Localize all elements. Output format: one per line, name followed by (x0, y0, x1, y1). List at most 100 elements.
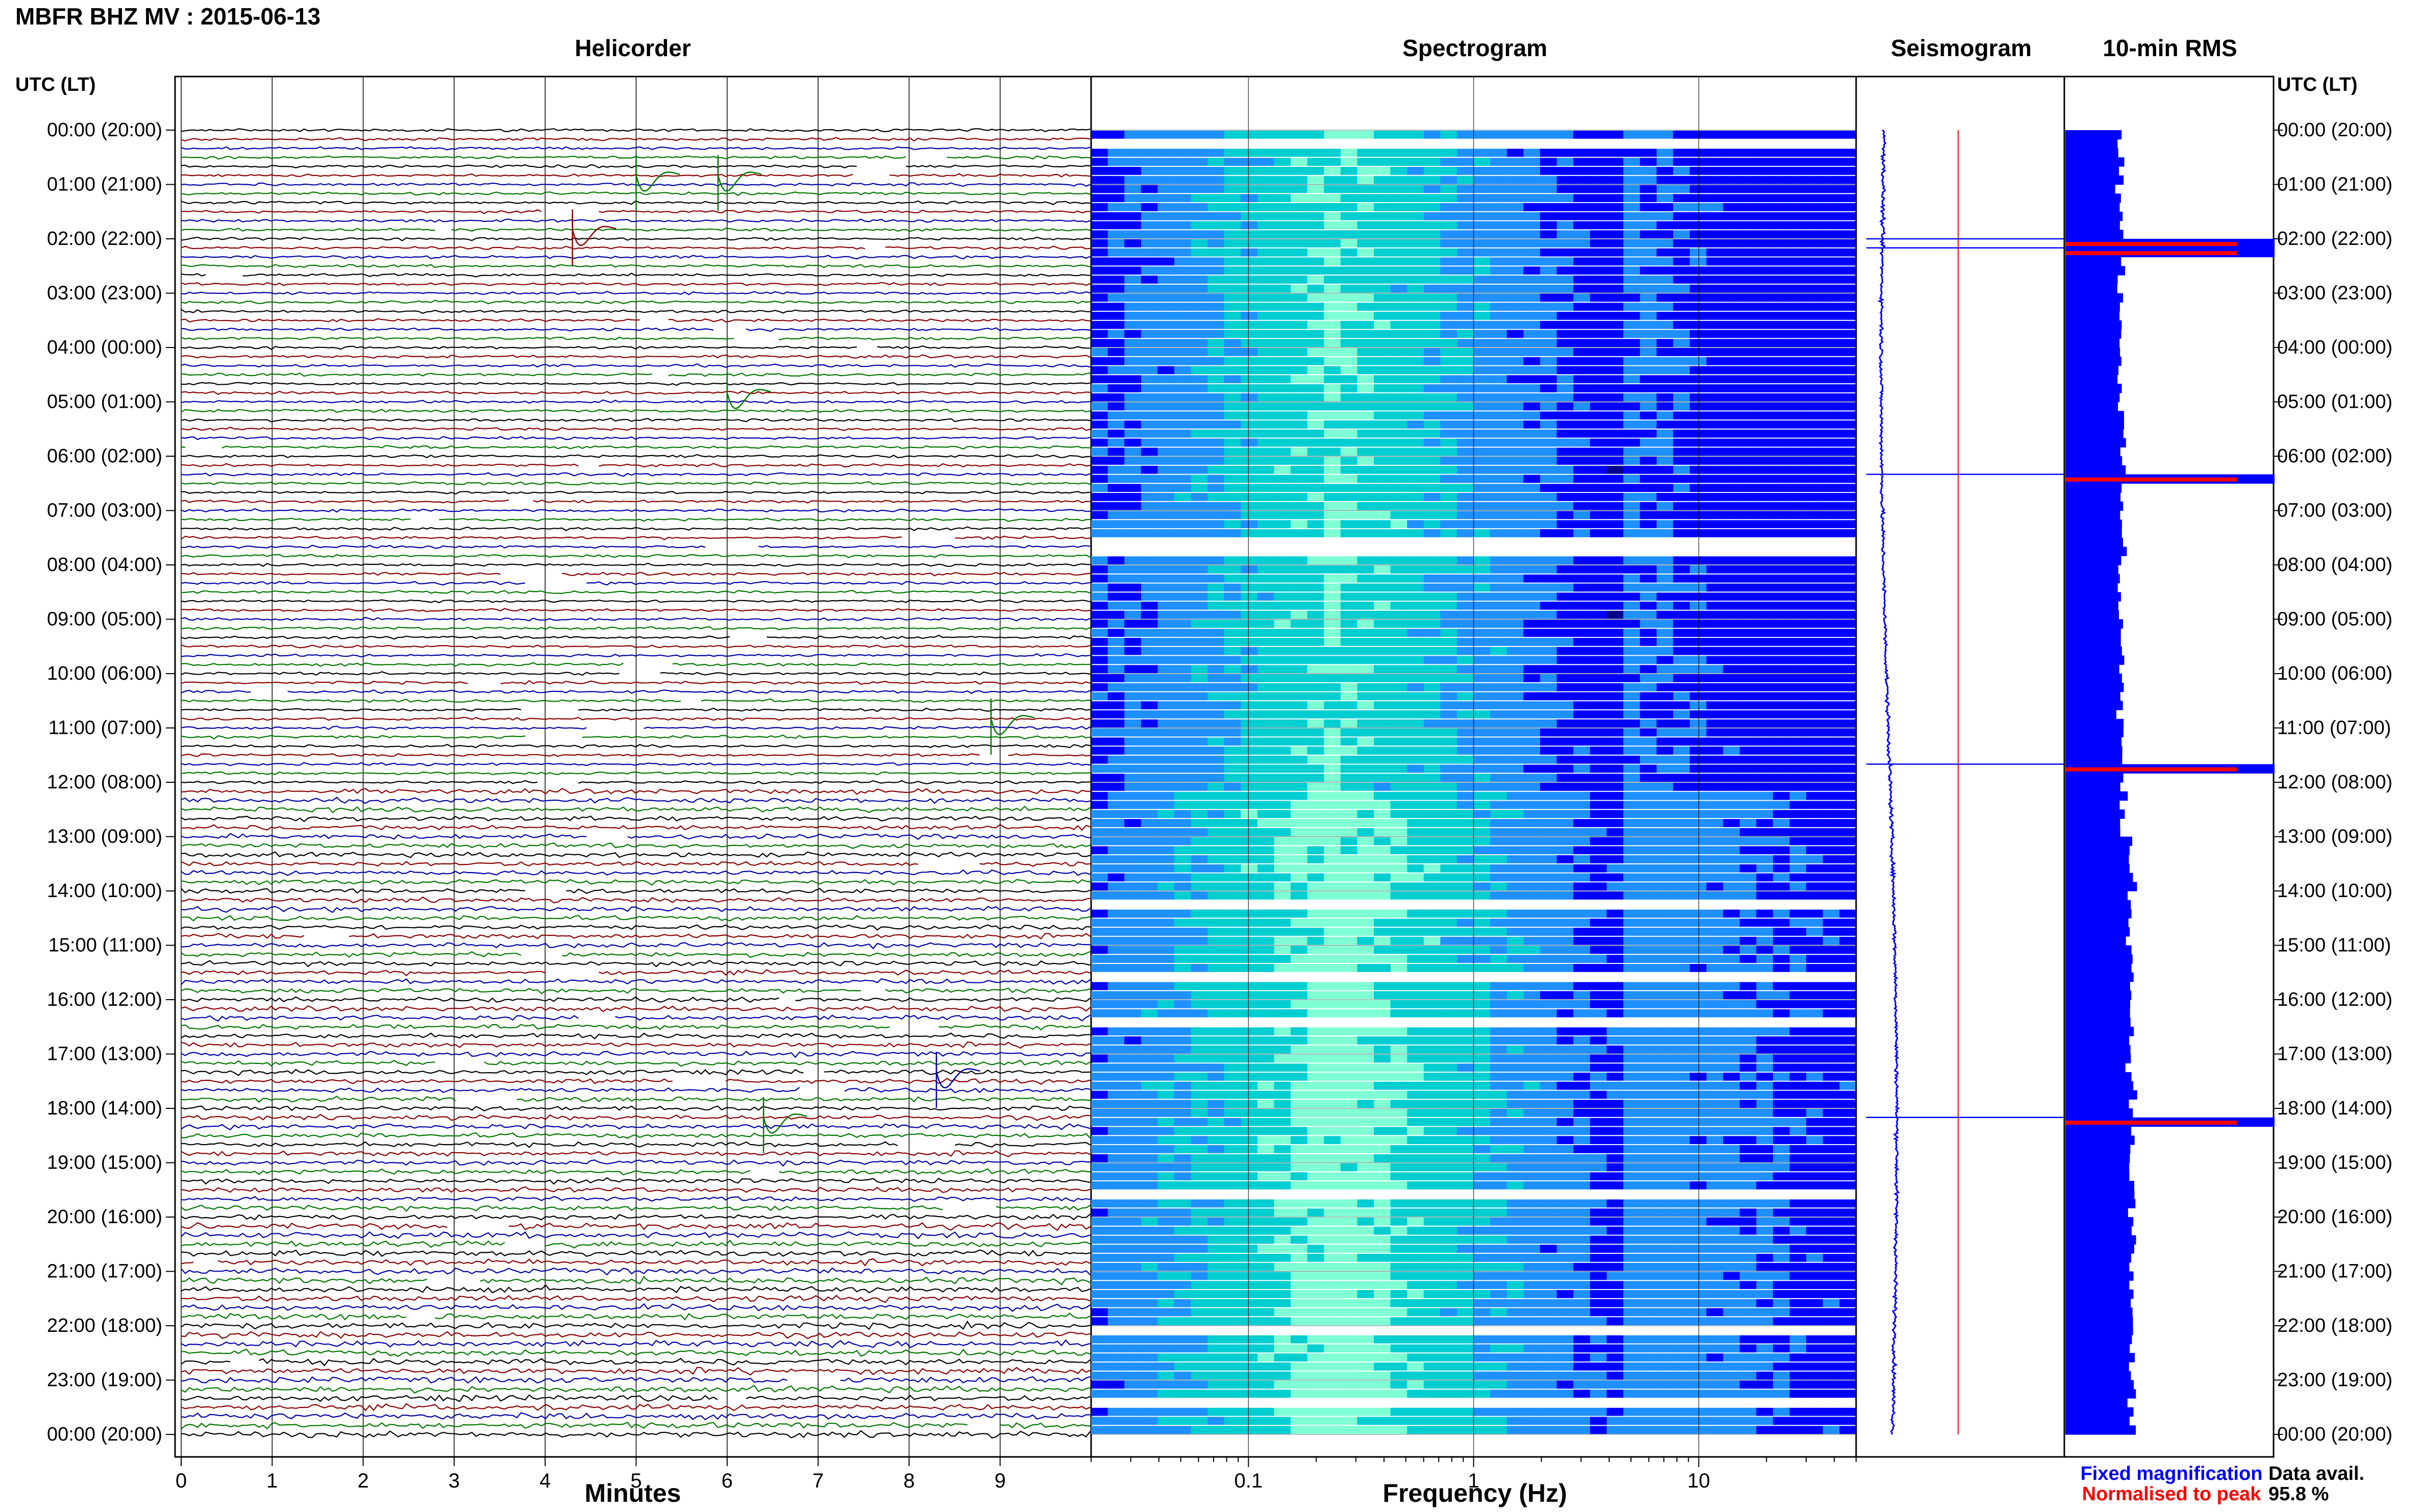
spectrogram-cell (1091, 357, 1108, 365)
spectrogram-cell (1340, 339, 1357, 348)
spectrogram-cell (1789, 828, 1807, 836)
spectrogram-cell (1390, 520, 1408, 529)
spectrogram-cell (1490, 357, 1508, 365)
spectrogram-cell (1490, 692, 1508, 701)
spectrogram-cell (1324, 828, 1341, 836)
spectrogram-cell (1590, 276, 1607, 284)
spectrogram-cell (1191, 656, 1208, 664)
spectrogram-cell (1357, 583, 1374, 592)
spectrogram-cell (1423, 348, 1441, 356)
spectrogram-cell (1756, 1009, 1773, 1018)
spectrogram-cell (1473, 429, 1491, 438)
spectrogram-cell (1607, 176, 1624, 184)
spectrogram-cell (1773, 1073, 1790, 1081)
spectrogram-cell (1340, 448, 1357, 456)
spectrogram-cell (1457, 1000, 1474, 1008)
spectrogram-cell (1723, 1073, 1740, 1081)
spectrogram-cell (1141, 248, 1158, 257)
spectrogram-cell (1773, 574, 1790, 583)
spectrogram-cell (1623, 529, 1640, 537)
spectrogram-cell (1540, 529, 1557, 537)
spectrogram-cell (1191, 764, 1208, 773)
spectrogram-cell (1457, 212, 1474, 220)
spectrogram-cell (1490, 783, 1508, 791)
spectrogram-cell (1789, 375, 1807, 384)
spectrogram-cell (1174, 484, 1191, 492)
spectrogram-cell (1207, 429, 1225, 438)
spectrogram-cell (1207, 774, 1225, 782)
spectrogram-cell (1507, 1063, 1524, 1072)
spectrogram-cell (1207, 167, 1225, 175)
spectrogram-cell (1457, 928, 1474, 936)
spectrogram-cell (1440, 1100, 1458, 1108)
spectrogram-cell (1507, 266, 1524, 275)
spectrogram-cell (1440, 665, 1458, 674)
spectrogram-cell (1340, 891, 1357, 900)
spectrogram-cell (1839, 529, 1857, 537)
spectrogram-cell (1091, 656, 1108, 664)
spectrogram-cell (1507, 955, 1524, 963)
spectrogram-cell (1141, 529, 1158, 537)
spectrogram-cell (1224, 520, 1241, 529)
spectrogram-cell (1773, 946, 1790, 954)
spectrogram-cell (1457, 955, 1474, 963)
spectrogram-cell (1390, 737, 1408, 746)
spectrogram-cell (1307, 402, 1324, 411)
spectrogram-cell (1523, 728, 1541, 737)
spectrogram-cell (1640, 239, 1657, 247)
spectrogram-cell (1407, 230, 1424, 239)
spectrogram-cell (1274, 801, 1291, 809)
spectrogram-cell (1523, 783, 1541, 791)
spectrogram-cell (1457, 475, 1474, 483)
spectrogram-cell (1141, 882, 1158, 891)
spectrogram-cell (1291, 629, 1308, 637)
spectrogram-cell (1440, 502, 1458, 510)
spectrogram-cell (1224, 465, 1241, 474)
spectrogram-cell (1407, 791, 1424, 800)
spectrogram-cell (1590, 928, 1607, 936)
spectrogram-cell (1407, 429, 1424, 438)
spectrogram-cell (1806, 411, 1823, 420)
spectrogram-cell (1224, 1073, 1241, 1081)
spectrogram-cell (1440, 801, 1458, 809)
spectrogram-cell (1274, 348, 1291, 356)
spectrogram-cell (1806, 502, 1823, 510)
spectrogram-cell (1141, 982, 1158, 990)
spectrogram-cell (1407, 991, 1424, 1000)
spectrogram-cell (1523, 239, 1541, 247)
spectrogram-cell (1374, 610, 1391, 619)
spectrogram-cell (1107, 982, 1125, 990)
spectrogram-cell (1473, 936, 1491, 945)
spectrogram-cell (1690, 801, 1707, 809)
spectrogram-cell (1640, 393, 1657, 402)
spectrogram-cell (1640, 230, 1657, 239)
spectrogram-cell (1789, 801, 1807, 809)
spectrogram-cell (1191, 475, 1208, 483)
spectrogram-cell (1207, 266, 1225, 275)
spectrogram-cell (1739, 774, 1757, 782)
spectrogram-cell (1324, 946, 1341, 954)
spectrogram-cell (1822, 955, 1840, 963)
spectrogram-cell (1224, 303, 1241, 311)
spectrogram-cell (1390, 366, 1408, 375)
spectrogram-cell (1773, 737, 1790, 746)
spectrogram-cell (1789, 429, 1807, 438)
spectrogram-cell (1440, 909, 1458, 918)
spectrogram-cell (1540, 366, 1557, 375)
spectrogram-cell (1806, 257, 1823, 266)
spectrogram-cell (1157, 493, 1175, 501)
spectrogram-cell (1723, 565, 1740, 574)
helicorder-trace (181, 698, 1091, 703)
spectrogram-cell (1490, 203, 1508, 211)
spectrogram-cell (1274, 928, 1291, 936)
spectrogram-cell (1607, 167, 1624, 175)
spectrogram-cell (1324, 276, 1341, 284)
spectrogram-cell (1590, 320, 1607, 329)
spectrogram-cell (1789, 647, 1807, 655)
spectrogram-cell (1640, 747, 1657, 755)
spectrogram-cell (1440, 638, 1458, 646)
spectrogram-cell (1091, 629, 1108, 637)
spectrogram-cell (1640, 873, 1657, 882)
spectrogram-cell (1091, 366, 1108, 375)
spectrogram-cell (1706, 710, 1723, 718)
